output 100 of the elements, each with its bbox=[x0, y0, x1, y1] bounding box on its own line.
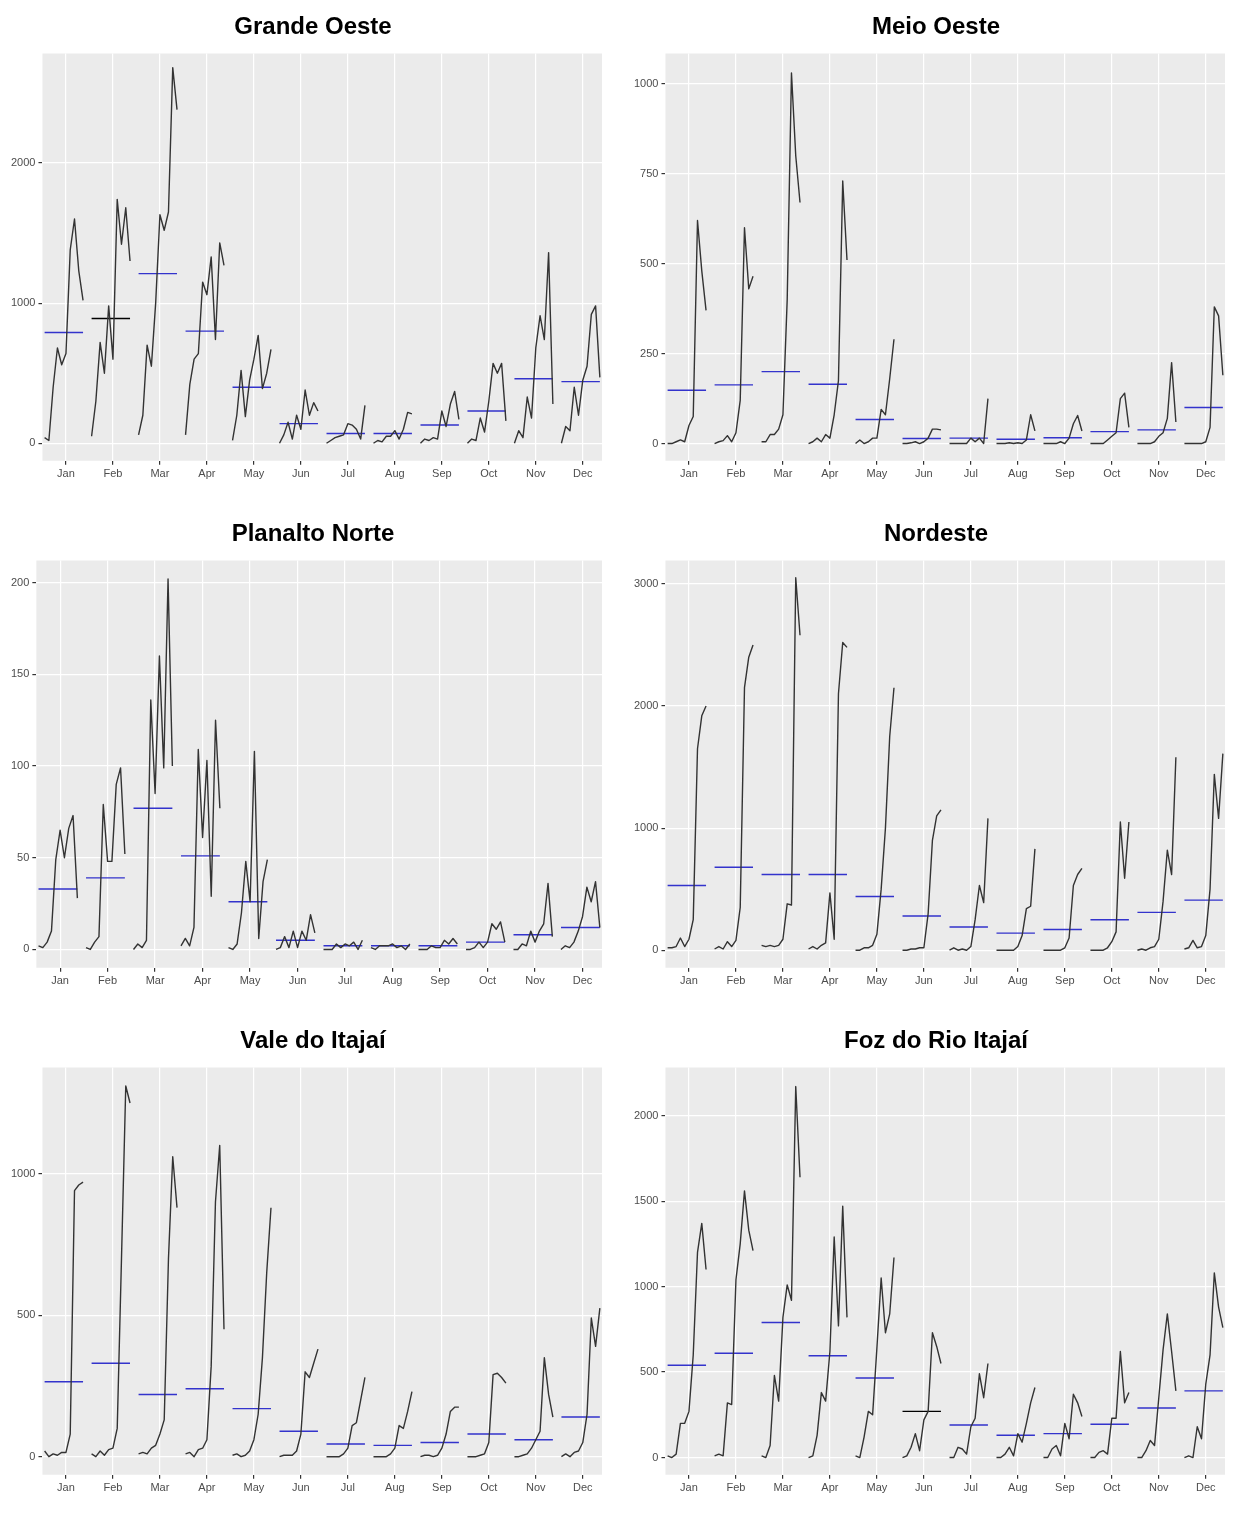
x-tick-label: Jun bbox=[915, 974, 933, 987]
x-tick-label: Jul bbox=[963, 1481, 978, 1494]
x-tick-label: Jan bbox=[680, 467, 698, 480]
x-tick-label: Jan bbox=[57, 1481, 75, 1494]
x-tick-label: Jun bbox=[292, 467, 310, 480]
y-tick-label: 3000 bbox=[633, 576, 659, 589]
y-tick-label: 250 bbox=[640, 346, 659, 359]
x-tick-label: Mar bbox=[773, 974, 793, 987]
y-tick-label: 750 bbox=[640, 166, 659, 179]
x-tick-label: Oct bbox=[479, 974, 497, 987]
x-tick-label: Nov bbox=[1149, 974, 1170, 987]
x-tick-label: Jul bbox=[963, 974, 978, 987]
x-tick-label: Sep bbox=[1055, 1481, 1075, 1494]
x-tick-label: Jan bbox=[680, 974, 698, 987]
x-tick-label: Jul bbox=[963, 467, 978, 480]
x-tick-label: Jun bbox=[288, 974, 307, 987]
y-tick-label: 1500 bbox=[633, 1194, 659, 1207]
y-tick-label: 100 bbox=[10, 759, 30, 772]
y-tick-label: 2000 bbox=[633, 699, 659, 712]
y-tick-label: 1000 bbox=[633, 76, 659, 89]
x-tick-label: Apr bbox=[821, 1481, 839, 1494]
x-tick-label: Mar bbox=[145, 974, 165, 987]
y-tick-label: 500 bbox=[640, 256, 659, 269]
y-tick-label: 500 bbox=[640, 1365, 659, 1378]
x-tick-label: May bbox=[239, 974, 261, 987]
x-tick-label: Nov bbox=[1149, 1481, 1170, 1494]
x-tick-label: Mar bbox=[150, 467, 170, 480]
x-tick-label: Sep bbox=[432, 1481, 452, 1494]
x-tick-label: Dec bbox=[1196, 467, 1217, 480]
x-tick-label: May bbox=[866, 1481, 888, 1494]
chart-title: Foz do Rio Itajaí bbox=[843, 1025, 1030, 1055]
x-tick-label: Jun bbox=[915, 1481, 933, 1494]
x-tick-label: May bbox=[866, 467, 888, 480]
x-tick-label: Aug bbox=[1008, 467, 1028, 480]
x-tick-label: Aug bbox=[1008, 974, 1028, 987]
x-tick-label: Oct bbox=[1103, 1481, 1121, 1494]
y-tick-label: 1000 bbox=[10, 296, 36, 309]
x-tick-label: May bbox=[866, 974, 888, 987]
y-tick-label: 0 bbox=[23, 942, 30, 955]
y-tick-label: 500 bbox=[17, 1308, 36, 1321]
y-tick-label: 0 bbox=[652, 943, 659, 956]
x-tick-label: Jun bbox=[292, 1481, 310, 1494]
x-tick-label: Mar bbox=[773, 1481, 793, 1494]
x-tick-label: Apr bbox=[821, 467, 839, 480]
x-tick-label: Feb bbox=[726, 1481, 746, 1494]
x-tick-label: Apr bbox=[198, 1481, 216, 1494]
x-tick-label: Mar bbox=[773, 467, 793, 480]
x-tick-label: Sep bbox=[430, 974, 450, 987]
x-tick-label: Nov bbox=[525, 974, 546, 987]
chart-title: Vale do Itajaí bbox=[239, 1025, 388, 1055]
x-tick-label: Oct bbox=[1103, 467, 1121, 480]
x-tick-label: Nov bbox=[526, 1481, 547, 1494]
x-tick-label: Jul bbox=[340, 1481, 355, 1494]
x-tick-label: Feb bbox=[98, 974, 118, 987]
x-tick-label: Apr bbox=[198, 467, 216, 480]
y-tick-label: 0 bbox=[652, 1450, 659, 1463]
x-tick-label: Apr bbox=[821, 974, 839, 987]
y-tick-label: 1000 bbox=[633, 821, 659, 834]
x-tick-label: Jun bbox=[915, 467, 933, 480]
x-tick-label: Nov bbox=[526, 467, 547, 480]
chart-title: Grande Oeste bbox=[233, 11, 393, 41]
y-tick-label: 50 bbox=[17, 850, 30, 863]
y-tick-label: 200 bbox=[10, 575, 30, 588]
x-tick-label: Aug bbox=[382, 974, 403, 987]
chart-title: Meio Oeste bbox=[870, 11, 1001, 41]
x-tick-label: Jan bbox=[57, 467, 75, 480]
x-tick-label: Sep bbox=[1055, 974, 1075, 987]
x-tick-label: Dec bbox=[573, 467, 594, 480]
x-tick-label: Aug bbox=[385, 1481, 405, 1494]
x-tick-label: Jul bbox=[340, 467, 355, 480]
y-tick-label: 1000 bbox=[633, 1279, 659, 1292]
x-tick-label: Dec bbox=[572, 974, 593, 987]
x-tick-label: Feb bbox=[726, 467, 746, 480]
x-tick-label: Nov bbox=[1149, 467, 1170, 480]
x-tick-label: Oct bbox=[1103, 974, 1121, 987]
x-tick-label: Jan bbox=[680, 1481, 698, 1494]
y-tick-label: 150 bbox=[10, 667, 30, 680]
x-tick-label: Aug bbox=[385, 467, 405, 480]
y-tick-label: 0 bbox=[29, 436, 36, 449]
chart-title: Nordeste bbox=[883, 518, 989, 548]
x-tick-label: Sep bbox=[432, 467, 452, 480]
y-tick-label: 1000 bbox=[10, 1166, 36, 1179]
x-tick-label: May bbox=[243, 467, 265, 480]
x-tick-label: Oct bbox=[480, 1481, 498, 1494]
x-tick-label: May bbox=[243, 1481, 265, 1494]
x-tick-label: Aug bbox=[1008, 1481, 1028, 1494]
y-tick-label: 0 bbox=[652, 436, 659, 449]
x-tick-label: Mar bbox=[150, 1481, 170, 1494]
x-tick-label: Oct bbox=[480, 467, 498, 480]
y-tick-label: 0 bbox=[29, 1449, 36, 1462]
x-tick-label: Dec bbox=[1196, 974, 1217, 987]
x-tick-label: Dec bbox=[573, 1481, 594, 1494]
x-tick-label: Apr bbox=[194, 974, 212, 987]
y-tick-label: 2000 bbox=[10, 155, 36, 168]
x-tick-label: Jul bbox=[338, 974, 353, 987]
x-tick-label: Dec bbox=[1196, 1481, 1217, 1494]
y-tick-label: 2000 bbox=[633, 1108, 659, 1121]
x-tick-label: Feb bbox=[103, 1481, 123, 1494]
x-tick-label: Sep bbox=[1055, 467, 1075, 480]
chart-title: Planalto Norte bbox=[230, 518, 396, 548]
